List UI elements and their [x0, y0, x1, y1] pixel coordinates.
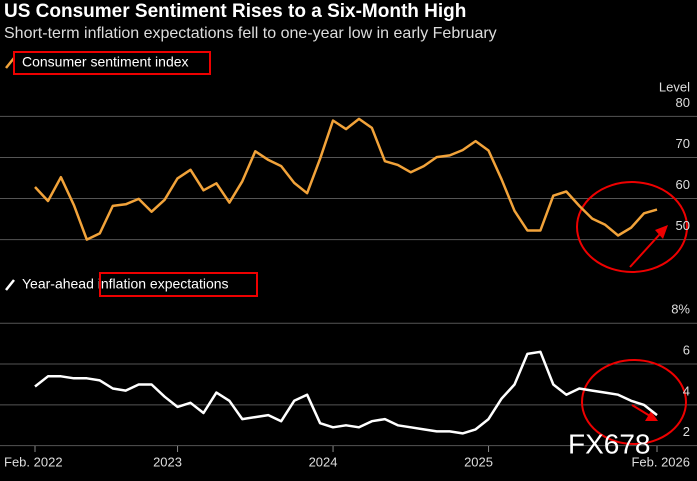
y-axis-label: Level: [659, 79, 690, 94]
y-tick-label: 2: [683, 424, 690, 439]
x-tick-label: Feb. 2026: [631, 454, 690, 469]
y-tick-label: 8%: [671, 302, 690, 317]
arrow: [631, 404, 651, 417]
arrow-head: [645, 411, 658, 421]
y-tick-label: 80: [676, 95, 690, 110]
highlight-ellipse: [581, 359, 687, 445]
x-tick-label: 2024: [309, 454, 338, 469]
y-tick-label: 70: [676, 136, 690, 151]
highlight-ellipse: [576, 181, 688, 273]
highlight-box: [13, 51, 211, 75]
y-tick-label: 50: [676, 218, 690, 233]
y-tick-label: 60: [676, 177, 690, 192]
legend-label: Year-ahead inflation expectations: [22, 276, 229, 292]
arrow: [629, 233, 661, 268]
x-tick-label: 2025: [464, 454, 493, 469]
highlight-box: [99, 272, 258, 297]
x-tick-label: Feb. 2022: [4, 454, 63, 469]
data-line: [34, 117, 658, 241]
watermark: FX678: [568, 428, 651, 459]
y-tick-label: 4: [683, 383, 690, 398]
legend-swatch: [5, 279, 15, 291]
legend-label: Consumer sentiment index: [22, 54, 189, 70]
chart-subtitle: Short-term inflation expectations fell t…: [4, 25, 497, 42]
chart-title: US Consumer Sentiment Rises to a Six-Mon…: [4, 1, 466, 22]
arrow-head: [655, 225, 668, 239]
x-tick-label: 2023: [153, 454, 182, 469]
legend-swatch: [5, 57, 15, 69]
data-line: [34, 350, 658, 435]
y-tick-label: 6: [683, 342, 690, 357]
